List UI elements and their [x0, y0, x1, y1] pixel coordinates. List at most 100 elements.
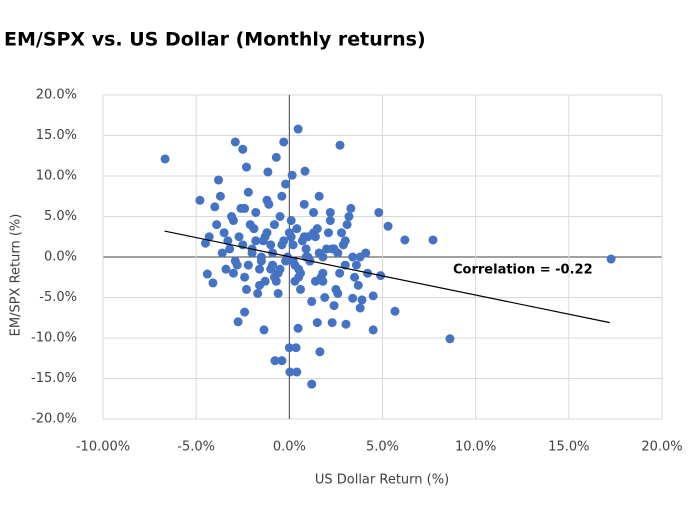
point: [251, 236, 261, 246]
point: [221, 264, 231, 274]
point: [285, 367, 295, 377]
point: [428, 235, 438, 245]
point: [351, 260, 361, 270]
point: [342, 220, 352, 230]
point: [255, 264, 265, 274]
y-tick-label: -5.0%: [39, 290, 77, 305]
y-axis-label: EM/SPX Return (%): [9, 214, 24, 337]
point: [202, 269, 212, 279]
point: [230, 137, 240, 147]
point: [344, 212, 354, 221]
point: [329, 244, 339, 254]
x-tick-label: 20.0%: [641, 440, 682, 455]
point: [269, 220, 279, 230]
y-tick-label: 0.0%: [44, 250, 77, 265]
point: [337, 228, 347, 238]
point: [215, 191, 225, 201]
point: [361, 248, 371, 258]
point: [290, 260, 300, 270]
y-tick-label: -15.0%: [31, 371, 77, 386]
y-tick-label: 15.0%: [36, 128, 77, 143]
point: [320, 293, 330, 302]
point: [348, 293, 358, 303]
point: [310, 276, 320, 286]
point: [219, 228, 229, 238]
point: [335, 268, 345, 278]
point: [241, 284, 251, 294]
point: [260, 276, 270, 286]
point: [350, 272, 360, 282]
point: [286, 232, 296, 242]
point: [262, 228, 272, 238]
point: [204, 232, 214, 242]
point: [286, 216, 296, 226]
point: [307, 297, 317, 307]
point: [400, 235, 410, 245]
point: [355, 303, 365, 313]
point: [241, 162, 251, 172]
point: [341, 319, 351, 329]
y-tick-label: -20.0%: [31, 412, 77, 427]
x-tick-label: -10.00%: [76, 440, 130, 455]
point: [445, 334, 455, 344]
point: [606, 254, 616, 264]
x-axis-label: US Dollar Return (%): [315, 473, 449, 488]
x-tick-label: 5.0%: [366, 440, 399, 455]
point: [240, 272, 250, 282]
x-tick-label: 15.0%: [548, 440, 589, 455]
annotation: Correlation = -0.22: [453, 263, 593, 278]
point: [314, 191, 324, 201]
point: [390, 306, 400, 316]
point: [243, 260, 253, 270]
point: [325, 207, 335, 217]
point: [266, 240, 276, 250]
point: [227, 212, 237, 221]
y-tick-label: 10.0%: [36, 169, 77, 184]
point: [270, 356, 280, 366]
point: [271, 152, 281, 162]
point: [245, 220, 255, 230]
point: [368, 291, 378, 301]
point: [228, 268, 238, 278]
point: [325, 216, 335, 226]
point: [281, 256, 291, 266]
y-tick-label: 5.0%: [44, 209, 77, 224]
point: [323, 228, 333, 238]
point: [309, 207, 319, 217]
point: [333, 288, 343, 298]
point: [374, 207, 384, 217]
point: [259, 325, 269, 335]
point: [315, 347, 325, 357]
trendline: [164, 230, 610, 324]
point: [299, 199, 309, 209]
point: [292, 224, 302, 234]
point: [300, 166, 310, 176]
point: [307, 379, 317, 389]
point: [335, 140, 345, 150]
point: [293, 124, 303, 134]
point: [314, 248, 324, 258]
point: [294, 272, 304, 282]
y-tick-label: 20.0%: [36, 88, 77, 103]
point: [291, 343, 301, 353]
point: [256, 252, 266, 262]
point: [273, 268, 283, 278]
point: [296, 284, 306, 294]
point: [348, 252, 358, 262]
point: [309, 228, 319, 238]
point: [327, 318, 337, 328]
point: [264, 199, 274, 209]
chart-title: EM/SPX vs. US Dollar (Monthly returns): [4, 29, 426, 51]
point: [292, 367, 302, 377]
x-tick-label: -5.0%: [177, 440, 215, 455]
point: [383, 221, 393, 231]
point: [353, 280, 363, 290]
point: [217, 248, 227, 258]
point: [275, 212, 285, 221]
point: [293, 323, 303, 333]
point: [225, 244, 235, 254]
point: [346, 203, 356, 213]
point: [301, 244, 311, 254]
